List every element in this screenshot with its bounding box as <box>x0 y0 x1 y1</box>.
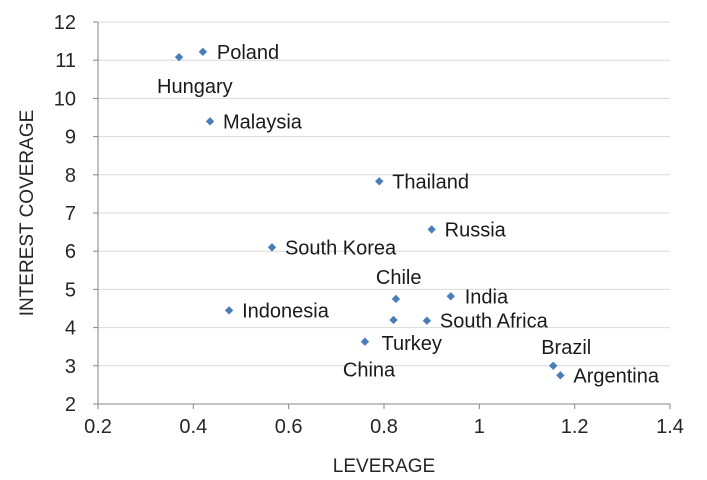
point-label: Thailand <box>392 171 469 193</box>
x-tick-label: 1.2 <box>561 416 589 438</box>
y-tick-label: 12 <box>54 12 76 34</box>
data-point <box>205 117 215 126</box>
y-tick-label: 4 <box>65 318 76 340</box>
y-tick-label: 2 <box>65 394 76 416</box>
y-tick-label: 8 <box>65 165 76 187</box>
x-tick-label: 1 <box>474 416 485 438</box>
data-point <box>267 243 277 252</box>
gridlines <box>98 21 670 367</box>
data-point <box>375 177 384 186</box>
point-label: Turkey <box>382 333 442 355</box>
y-tick-label: 10 <box>54 88 76 110</box>
point-label: Hungary <box>157 76 233 98</box>
point-label: Malaysia <box>223 111 303 133</box>
y-tick-label: 11 <box>55 50 76 72</box>
y-tick-label: 5 <box>65 279 76 301</box>
data-point <box>360 337 370 346</box>
point-label: South Korea <box>285 237 397 259</box>
x-ticks: 0.2 0.4 0.6 0.8 1 1.2 1.4 <box>84 404 684 438</box>
point-label: Poland <box>217 42 279 64</box>
data-point <box>224 306 234 315</box>
data-point <box>556 371 565 380</box>
y-axis-title: INTEREST COVERAGE <box>17 110 38 317</box>
x-axis-title: LEVERAGE <box>333 456 435 477</box>
point-label: Russia <box>445 219 507 241</box>
data-point <box>446 292 455 301</box>
point-labels: Poland Hungary Malaysia Thailand Russia South… <box>157 42 660 388</box>
x-tick-label: 1.4 <box>656 416 684 438</box>
data-point <box>549 361 558 370</box>
data-points <box>174 47 565 380</box>
point-label: Brazil <box>541 337 591 359</box>
x-tick-label: 0.4 <box>179 416 207 438</box>
data-point <box>422 316 432 325</box>
point-label: Argentina <box>573 365 659 387</box>
data-point <box>391 294 401 304</box>
x-tick-label: 0.8 <box>370 416 398 438</box>
data-point <box>389 315 398 325</box>
x-tick-label: 0.2 <box>84 416 112 438</box>
x-tick-label: 0.6 <box>275 416 303 438</box>
point-label: China <box>343 360 396 382</box>
point-label: South Africa <box>440 311 549 333</box>
point-label: Chile <box>376 267 422 289</box>
data-point <box>427 225 436 234</box>
point-label: India <box>465 286 509 308</box>
data-point <box>174 52 184 62</box>
y-tick-label: 7 <box>65 203 76 225</box>
y-tick-label: 6 <box>65 241 76 263</box>
y-tick-label: 9 <box>65 127 76 149</box>
y-tick-label: 3 <box>65 356 76 378</box>
data-point <box>198 47 208 56</box>
point-label: Indonesia <box>242 300 330 322</box>
y-ticks: 2 3 4 5 6 7 8 9 10 11 12 <box>54 12 98 416</box>
